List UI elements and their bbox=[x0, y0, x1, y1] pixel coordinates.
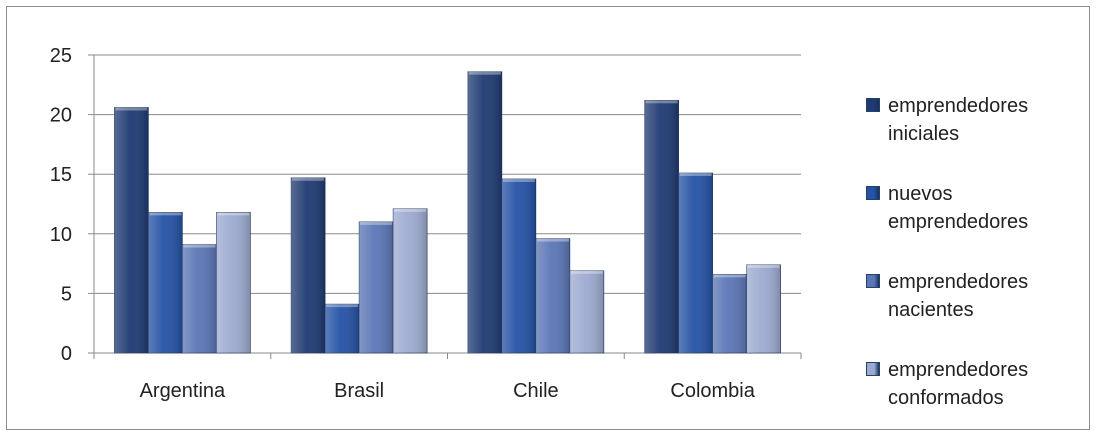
bar-shading bbox=[569, 270, 604, 353]
y-tick-label: 0 bbox=[61, 343, 72, 365]
bar-cap bbox=[747, 264, 780, 268]
bar-cap bbox=[394, 208, 427, 212]
legend-swatch bbox=[866, 274, 880, 288]
x-tick-label: Argentina bbox=[140, 380, 226, 402]
legend-item-emprendedores-iniciales: emprendedores iniciales bbox=[866, 92, 1086, 180]
bar-shading bbox=[182, 244, 217, 353]
bar-cap bbox=[713, 274, 746, 278]
x-tick-label: Chile bbox=[513, 380, 559, 402]
legend: emprendedores iniciales nuevos emprended… bbox=[866, 92, 1086, 444]
bar-shading bbox=[393, 208, 428, 353]
bar-cap bbox=[645, 100, 678, 104]
bar-cap bbox=[679, 173, 712, 177]
bar-shading bbox=[678, 173, 713, 353]
bar-shading bbox=[325, 304, 360, 353]
bar-cap bbox=[149, 212, 182, 216]
x-tick-label: Colombia bbox=[670, 380, 755, 402]
y-tick-label: 20 bbox=[50, 105, 72, 127]
legend-swatch bbox=[866, 98, 880, 112]
bar-shading bbox=[746, 264, 781, 353]
bar-cap bbox=[292, 177, 325, 181]
bars bbox=[114, 71, 781, 354]
bar-shading bbox=[291, 177, 326, 353]
legend-swatch bbox=[866, 362, 880, 376]
legend-label: emprendedores nacientes bbox=[888, 271, 1029, 321]
y-tick-label: 5 bbox=[61, 283, 72, 305]
bar-shading bbox=[359, 221, 394, 353]
bar-cap bbox=[326, 304, 359, 308]
bar-cap bbox=[536, 238, 569, 242]
bar-cap bbox=[570, 270, 603, 274]
bar-cap bbox=[115, 107, 148, 111]
bar-shading bbox=[501, 178, 536, 353]
bar-shading bbox=[535, 238, 570, 353]
bar-shading bbox=[467, 71, 502, 354]
bar-cap bbox=[502, 178, 535, 182]
legend-label: nuevos emprendedores bbox=[888, 183, 1029, 233]
legend-item-emprendedores-conformados: emprendedores conformados bbox=[866, 356, 1086, 444]
legend-label: emprendedores iniciales bbox=[888, 95, 1029, 145]
bar-cap bbox=[217, 212, 250, 216]
bar-shading bbox=[712, 274, 747, 353]
legend-item-emprendedores-nacientes: emprendedores nacientes bbox=[866, 268, 1086, 356]
bar-shading bbox=[114, 107, 149, 353]
x-tick-label: Brasil bbox=[334, 380, 384, 402]
y-tick-label: 25 bbox=[50, 45, 72, 67]
bar-cap bbox=[468, 71, 501, 75]
chart-area bbox=[6, 6, 1090, 430]
y-tick-label: 15 bbox=[50, 164, 72, 186]
y-tick-label: 10 bbox=[50, 224, 72, 246]
bar-cap bbox=[360, 221, 393, 225]
legend-label: emprendedores conformados bbox=[888, 359, 1029, 409]
bar-shading bbox=[216, 212, 251, 353]
tick-labels: 0 5 10 15 20 25 Argentina Brasil Chile Colombia bbox=[50, 45, 756, 402]
bar-shading bbox=[644, 100, 679, 354]
bar-shading bbox=[148, 212, 183, 353]
legend-swatch bbox=[866, 186, 880, 200]
bar-cap bbox=[183, 244, 216, 248]
legend-item-nuevos-emprendedores: nuevos emprendedores bbox=[866, 180, 1086, 268]
